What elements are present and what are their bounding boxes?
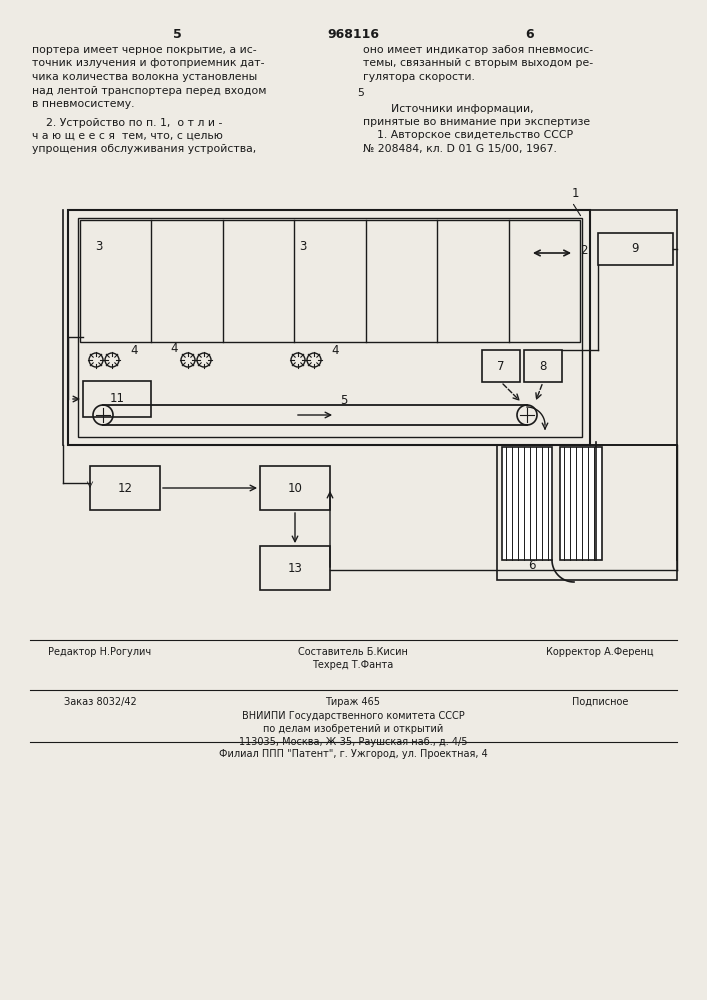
Text: Техред Т.Фанта: Техред Т.Фанта [312,660,394,670]
Bar [497,445,677,580]
Text: Корректор А.Ференц: Корректор А.Ференц [547,647,654,657]
Text: 6: 6 [528,559,536,572]
Text: по делам изобретений и открытий: по делам изобретений и открытий [263,724,443,734]
Text: 3: 3 [95,240,103,253]
Bar [482,350,520,382]
Text: 4: 4 [170,342,178,355]
Text: портера имеет черное покрытие, а ис-: портера имеет черное покрытие, а ис- [32,45,257,55]
Text: темы, связанный с вторым выходом ре-: темы, связанный с вторым выходом ре- [363,58,593,68]
Text: чика количества волокна установлены: чика количества волокна установлены [32,72,257,82]
Text: Источники информации,: Источники информации, [363,104,534,113]
Text: 2: 2 [580,243,588,256]
Bar [598,233,673,265]
Text: Составитель Б.Кисин: Составитель Б.Кисин [298,647,408,657]
Text: 968116: 968116 [327,28,379,41]
Text: 5: 5 [173,28,182,41]
Text: Тираж 465: Тираж 465 [325,697,380,707]
Bar [524,350,562,382]
Text: 6: 6 [526,28,534,41]
Text: 3: 3 [299,240,307,253]
Text: 1: 1 [572,187,580,200]
Bar [560,447,602,560]
Text: оно имеет индикатор забоя пневмосис-: оно имеет индикатор забоя пневмосис- [363,45,593,55]
Text: 4: 4 [130,344,137,357]
Text: 1. Авторское свидетельство СССР: 1. Авторское свидетельство СССР [363,130,573,140]
Bar [502,447,552,560]
Bar [260,546,330,590]
Text: 4: 4 [331,344,339,357]
Text: ВНИИПИ Государственного комитета СССР: ВНИИПИ Государственного комитета СССР [242,711,464,721]
Text: 12: 12 [117,482,132,494]
Text: принятые во внимание при экспертизе: принятые во внимание при экспертизе [363,117,590,127]
Text: Филиал ППП "Патент", г. Ужгород, ул. Проектная, 4: Филиал ППП "Патент", г. Ужгород, ул. Про… [218,749,487,759]
Text: точник излучения и фотоприемник дат-: точник излучения и фотоприемник дат- [32,58,264,68]
Text: упрощения обслуживания устройства,: упрощения обслуживания устройства, [32,144,256,154]
Bar [78,218,582,437]
Text: 113035, Москва, Ж-35, Раушская наб., д. 4/5: 113035, Москва, Ж-35, Раушская наб., д. … [239,737,467,747]
Bar [260,466,330,510]
Text: ч а ю щ е е с я  тем, что, с целью: ч а ю щ е е с я тем, что, с целью [32,131,223,141]
Text: 5: 5 [357,88,364,98]
Text: Подписное: Подписное [572,697,629,707]
Text: 7: 7 [497,360,505,372]
Text: 13: 13 [288,562,303,574]
Bar [83,381,151,417]
Text: 10: 10 [288,482,303,494]
Text: 2. Устройство по п. 1,  о т л и -: 2. Устройство по п. 1, о т л и - [32,117,223,127]
Text: Редактор Н.Рогулич: Редактор Н.Рогулич [49,647,151,657]
Text: 11: 11 [110,392,124,406]
Text: 8: 8 [539,360,547,372]
Bar [80,220,580,342]
Text: 9: 9 [632,242,639,255]
Text: гулятора скорости.: гулятора скорости. [363,72,475,82]
Text: № 208484, кл. D 01 G 15/00, 1967.: № 208484, кл. D 01 G 15/00, 1967. [363,144,557,154]
Text: над лентой транспортера перед входом: над лентой транспортера перед входом [32,86,267,96]
Text: в пневмосистему.: в пневмосистему. [32,99,134,109]
Bar [68,210,590,445]
Text: 5: 5 [340,393,347,406]
Text: Заказ 8032/42: Заказ 8032/42 [64,697,136,707]
Bar [90,466,160,510]
